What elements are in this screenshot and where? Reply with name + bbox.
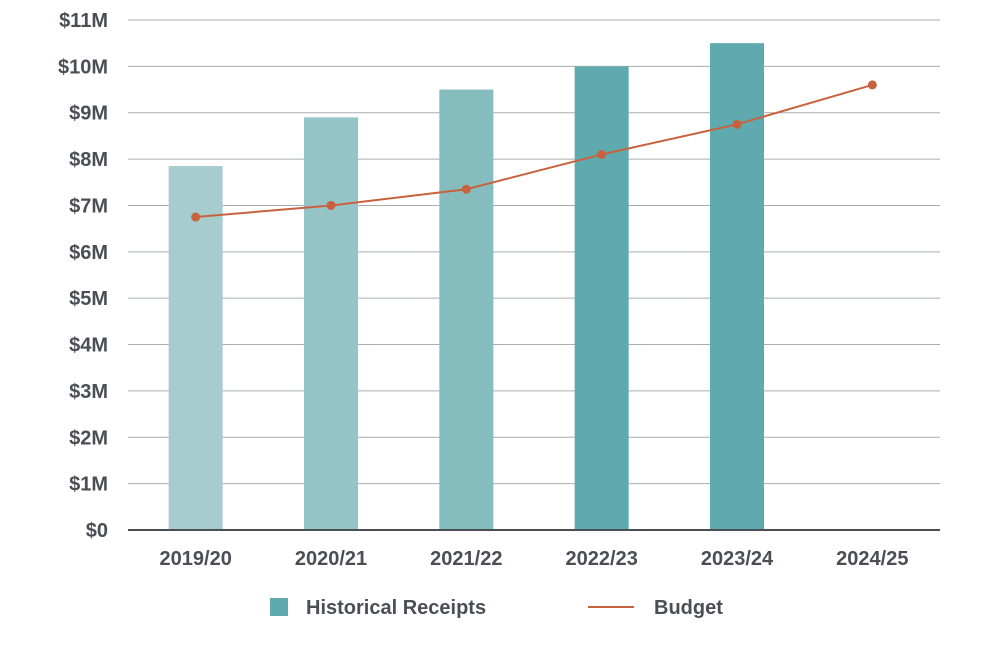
x-tick-label: 2022/23 (566, 548, 638, 570)
budget-line-series (191, 80, 877, 222)
x-tick-label: 2021/22 (430, 548, 502, 570)
legend-swatch-historical-receipts (270, 598, 288, 616)
budget-point (461, 184, 471, 194)
y-tick-label: $7M (69, 195, 108, 217)
y-tick-label: $6M (69, 242, 108, 264)
legend-label-historical-receipts: Historical Receipts (306, 597, 486, 619)
y-tick-label: $10M (58, 56, 108, 78)
budget-line (195, 83, 873, 219)
bars (168, 43, 764, 530)
bar-historical-receipts (710, 43, 764, 530)
budget-point (191, 212, 201, 222)
y-axis-ticks: $0 $1M $2M $3M $4M $5M $6M $7M $8M $9M $10M $11M (58, 10, 108, 542)
x-tick-label: 2024/25 (836, 548, 908, 570)
x-tick-label: 2023/24 (701, 548, 774, 570)
legend-label-budget: Budget (654, 597, 723, 619)
x-axis-ticks: 2019/20 2020/21 2021/22 2022/23 2023/24 2024/… (160, 548, 909, 570)
bar-historical-receipts (439, 89, 494, 530)
bar-historical-receipts (304, 117, 358, 530)
y-tick-label: $0 (86, 520, 108, 542)
budget-point (597, 149, 607, 159)
x-tick-label: 2020/21 (295, 548, 367, 570)
budget-point (867, 80, 877, 90)
budget-point (326, 200, 336, 210)
bar-historical-receipts (168, 166, 223, 530)
y-tick-label: $11M (59, 10, 108, 32)
y-tick-label: $5M (69, 288, 108, 310)
y-tick-label: $2M (69, 427, 108, 449)
y-tick-label: $8M (69, 149, 108, 171)
legend: Historical Receipts Budget (270, 597, 723, 619)
y-tick-label: $3M (69, 381, 108, 403)
y-tick-label: $4M (69, 335, 108, 357)
budget-point (732, 119, 742, 129)
x-tick-label: 2019/20 (160, 548, 232, 570)
y-tick-label: $9M (69, 103, 108, 125)
gridlines (128, 19, 940, 485)
bar-historical-receipts (574, 66, 629, 530)
y-tick-label: $1M (69, 474, 108, 496)
